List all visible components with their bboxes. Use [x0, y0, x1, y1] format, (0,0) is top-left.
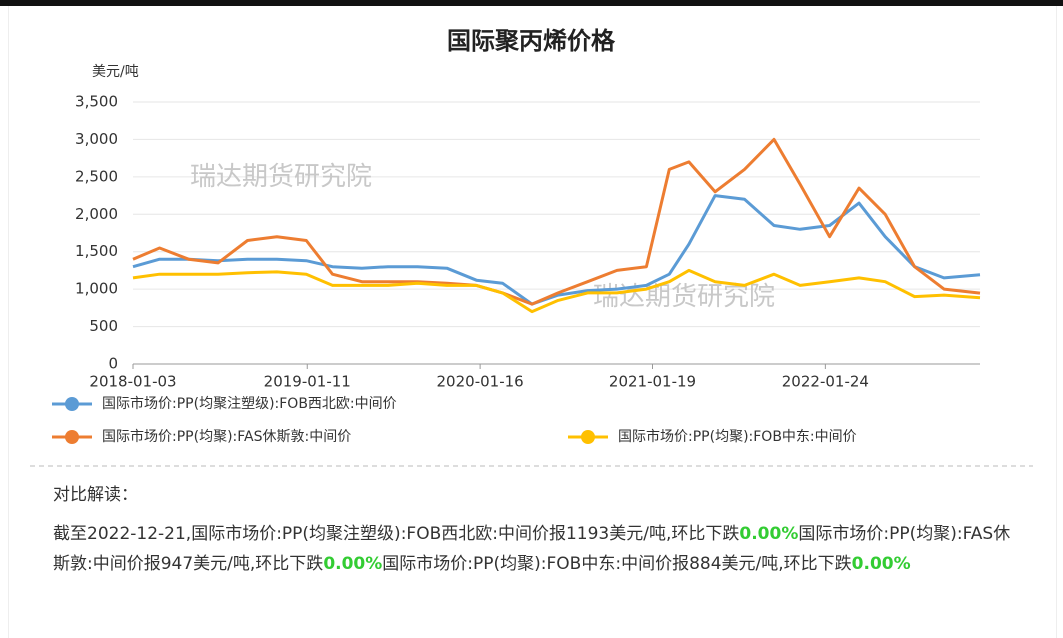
analysis: 对比解读： 截至2022-12-21,国际市场价:PP(均聚注塑级):FOB西北… — [53, 480, 1013, 579]
y-tick-label: 2,000 — [75, 205, 118, 223]
analysis-segment: 国际市场价:PP(均聚):FOB中东:中间价报884美元/吨,环比下跌 — [382, 554, 852, 574]
analysis-segment: 截至2022-12-21,国际市场价:PP(均聚注塑级):FOB西北欧:中间价报… — [53, 524, 740, 544]
y-axis-label: 美元/吨 — [92, 64, 139, 80]
watermark: 瑞达期货研究院 — [593, 282, 775, 312]
y-tick-label: 1,500 — [75, 242, 118, 260]
legend-label: 国际市场价:PP(均聚注塑级):FOB西北欧:中间价 — [102, 395, 397, 412]
legend-marker — [65, 397, 79, 411]
x-tick-label: 2020-01-16 — [437, 373, 524, 391]
x-tick-label: 2021-01-19 — [609, 373, 696, 391]
legend-marker — [65, 430, 79, 444]
x-tick-label: 2019-01-11 — [264, 373, 351, 391]
y-tick-label: 3,000 — [75, 130, 118, 148]
watermark: 瑞达期货研究院 — [190, 162, 372, 192]
legend-label: 国际市场价:PP(均聚):FAS休斯敦:中间价 — [102, 428, 351, 445]
chart: 国际聚丙烯价格 美元/吨 0 500 1,000 1,500 2,000 2,500 3,0… — [30, 27, 1033, 467]
series-line — [132, 137, 981, 306]
legend-marker — [581, 430, 595, 444]
top-bar — [0, 0, 1063, 6]
y-tick-label: 500 — [89, 317, 118, 335]
legend-label: 国际市场价:PP(均聚):FOB中东:中间价 — [618, 428, 857, 445]
series-line — [132, 194, 981, 306]
change-value: 0.00% — [851, 554, 911, 574]
change-value: 0.00% — [323, 554, 383, 574]
x-tick-label: 2018-01-03 — [89, 373, 176, 391]
analysis-heading: 对比解读： — [53, 485, 138, 505]
analysis-text: 截至2022-12-21,国际市场价:PP(均聚注塑级):FOB西北欧:中间价报… — [53, 519, 1013, 579]
analysis-segment: 国际市场价:PP(均聚):FAS休斯敦:中间价报947美元/吨,环比下跌 — [53, 524, 1011, 574]
series-line — [132, 268, 981, 314]
x-tick-label: 2022-01-24 — [782, 373, 869, 391]
chart-title: 国际聚丙烯价格 — [447, 27, 616, 55]
y-tick-label: 0 — [108, 355, 118, 373]
change-value: 0.00% — [739, 524, 799, 544]
y-tick-label: 1,000 — [75, 280, 118, 298]
y-tick-label: 3,500 — [75, 93, 118, 111]
y-tick-label: 2,500 — [75, 167, 118, 185]
card — [8, 6, 1057, 638]
